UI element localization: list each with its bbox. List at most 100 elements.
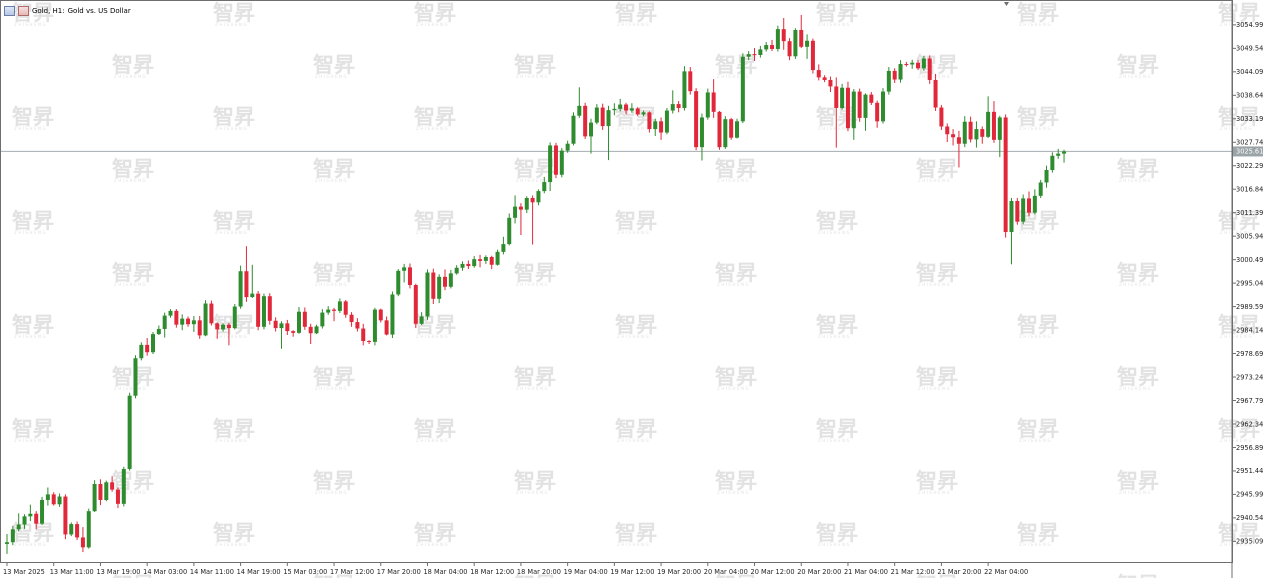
candle-body bbox=[320, 312, 325, 327]
watermark-logo-subtext: ZHISHENG bbox=[1019, 438, 1052, 443]
candle-body bbox=[898, 64, 903, 80]
candle-body bbox=[991, 111, 996, 140]
candle-body bbox=[349, 314, 354, 323]
candle-body bbox=[98, 484, 103, 500]
candle-body bbox=[653, 121, 658, 130]
candle-body bbox=[781, 29, 786, 42]
candle bbox=[863, 93, 868, 131]
candle bbox=[40, 496, 45, 525]
candle-body bbox=[962, 121, 967, 144]
candle-body bbox=[203, 303, 208, 336]
y-tick-label: 2973.24 bbox=[1236, 373, 1263, 381]
candle bbox=[507, 213, 512, 246]
candle bbox=[699, 113, 704, 161]
y-tick-label: 2984.14 bbox=[1236, 326, 1263, 334]
watermark-logo-subtext: ZHISHENG bbox=[1119, 74, 1152, 79]
candle bbox=[314, 324, 319, 335]
indicator-icon[interactable] bbox=[18, 6, 29, 16]
candle-body bbox=[764, 45, 769, 50]
candle-body bbox=[69, 524, 74, 535]
candle-body bbox=[997, 117, 1002, 140]
watermark-logo-subtext: ZHISHENG bbox=[918, 490, 951, 495]
candle-body bbox=[945, 126, 950, 135]
candle bbox=[735, 118, 739, 139]
candle bbox=[939, 104, 944, 130]
candle bbox=[956, 130, 961, 168]
candle bbox=[711, 79, 716, 118]
candle bbox=[565, 140, 570, 153]
y-tick-label: 3033.19 bbox=[1236, 115, 1263, 123]
candle-body bbox=[787, 41, 792, 57]
candle bbox=[635, 107, 640, 117]
candle bbox=[606, 105, 611, 161]
candle-body bbox=[104, 482, 109, 500]
candle-body bbox=[443, 276, 447, 287]
watermark-logo-text: 智昇 bbox=[916, 365, 958, 389]
candle-body bbox=[5, 542, 9, 544]
x-tick-label: 15 Mar 03:00 bbox=[283, 568, 327, 576]
candle-body bbox=[647, 112, 652, 130]
candle bbox=[1044, 165, 1049, 188]
candle bbox=[151, 331, 155, 354]
candle-body bbox=[431, 272, 436, 299]
x-tick-label: 21 Mar 20:00 bbox=[937, 568, 981, 576]
watermark-logo-text: 智昇 bbox=[916, 469, 958, 493]
candle bbox=[624, 102, 629, 115]
candle-body bbox=[524, 198, 529, 210]
candle-body bbox=[151, 334, 155, 353]
candle-body bbox=[121, 468, 126, 504]
watermark-logo-text: 智昇 bbox=[514, 573, 556, 578]
candle-body bbox=[711, 92, 716, 112]
candle bbox=[238, 265, 243, 309]
candles-layer bbox=[5, 14, 1067, 554]
watermark-logo-text: 智昇 bbox=[112, 261, 154, 285]
watermark-logo-subtext: ZHISHENG bbox=[1220, 230, 1253, 235]
watermark-logo-subtext: ZHISHENG bbox=[14, 230, 47, 235]
candle bbox=[875, 100, 880, 128]
candle-body bbox=[226, 324, 231, 329]
candle bbox=[489, 255, 494, 270]
candle bbox=[191, 316, 196, 332]
candle bbox=[1038, 179, 1043, 198]
candle-body bbox=[384, 320, 389, 335]
candle bbox=[261, 293, 266, 330]
watermark-logo-text: 智昇 bbox=[1117, 157, 1159, 181]
candle-body bbox=[483, 257, 488, 261]
candle-body bbox=[332, 309, 337, 311]
candle-body bbox=[822, 77, 827, 80]
candle bbox=[857, 88, 862, 122]
watermark-logo-text: 智昇 bbox=[1117, 365, 1159, 389]
candle-body bbox=[180, 318, 185, 325]
candle bbox=[805, 34, 810, 59]
candle-body bbox=[717, 111, 722, 148]
candle bbox=[221, 323, 226, 332]
watermark-logo-text: 智昇 bbox=[213, 209, 255, 233]
chart-grid-icon[interactable] bbox=[4, 6, 15, 16]
watermark-logo-text: 智昇 bbox=[12, 105, 54, 129]
candle bbox=[10, 525, 15, 546]
candle bbox=[1032, 189, 1037, 215]
candle-body bbox=[577, 105, 582, 116]
candle bbox=[752, 48, 757, 62]
candle bbox=[717, 110, 722, 150]
candle bbox=[69, 522, 74, 537]
watermark-logo-subtext: ZHISHENG bbox=[114, 490, 147, 495]
candle-body bbox=[664, 110, 669, 133]
watermark-logo-subtext: ZHISHENG bbox=[1220, 542, 1253, 547]
candle bbox=[501, 236, 506, 255]
candle-body bbox=[162, 315, 167, 329]
candle-body bbox=[775, 29, 780, 49]
candle-body bbox=[297, 311, 301, 333]
candle-body bbox=[145, 344, 150, 353]
candle-body bbox=[559, 150, 564, 175]
candle bbox=[629, 103, 634, 113]
candle bbox=[600, 103, 605, 130]
watermark-logo-subtext: ZHISHENG bbox=[717, 282, 750, 287]
candle-body bbox=[57, 496, 62, 505]
candle-body bbox=[956, 137, 961, 144]
candle bbox=[466, 260, 471, 270]
watermark-logo-text: 智昇 bbox=[514, 53, 556, 77]
watermark-logo-subtext: ZHISHENG bbox=[516, 386, 549, 391]
